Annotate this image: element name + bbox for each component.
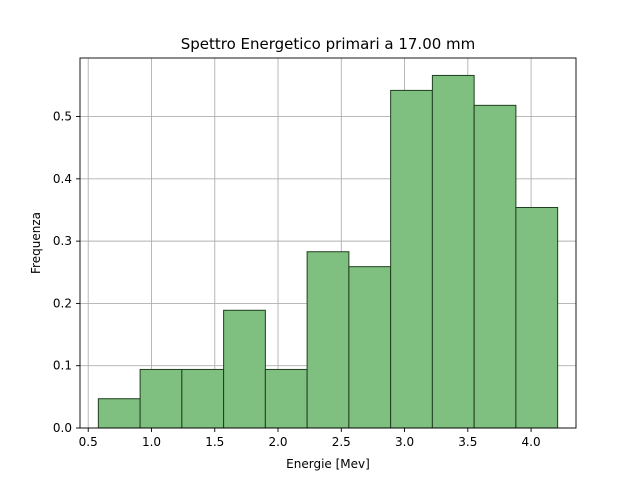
histogram-bar [181, 368, 225, 429]
histogram-bar [264, 368, 308, 429]
x-tick-label: 3.5 [458, 435, 477, 449]
y-tick-label: 0.2 [53, 296, 72, 310]
x-tick-label: 0.5 [79, 435, 98, 449]
histogram-bar [223, 309, 266, 429]
plot-frame [79, 57, 577, 429]
y-axis-ticks: 0.0 0.1 0.2 0.3 0.4 0.5 [53, 110, 80, 435]
x-axis-label: Energie [Mev] [286, 457, 370, 471]
y-axis-label: Frequenza [29, 212, 43, 274]
histogram-bar [390, 89, 433, 429]
histogram-bar [97, 398, 141, 429]
bars [97, 74, 559, 429]
histogram-bar [431, 74, 475, 429]
x-tick-label: 4.0 [522, 435, 541, 449]
x-axis-ticks: 0.5 1.0 1.5 2.0 2.5 3.0 3.5 4.0 [79, 428, 541, 449]
y-tick-label: 0.4 [53, 172, 72, 186]
x-tick-label: 2.0 [268, 435, 287, 449]
x-tick-label: 1.0 [142, 435, 161, 449]
histogram-bar [473, 104, 517, 429]
chart-title: Spettro Energetico primari a 17.00 mm [181, 35, 476, 53]
y-tick-label: 0.0 [53, 421, 72, 435]
histogram-bar [515, 206, 559, 429]
y-tick-label: 0.5 [53, 110, 72, 124]
histogram-bar [348, 266, 392, 429]
x-tick-label: 3.0 [395, 435, 414, 449]
y-tick-label: 0.1 [53, 359, 72, 373]
histogram-bar [139, 368, 183, 429]
x-tick-label: 2.5 [332, 435, 351, 449]
histogram-bar [306, 251, 350, 429]
x-tick-label: 1.5 [205, 435, 224, 449]
y-tick-label: 0.3 [53, 234, 72, 248]
